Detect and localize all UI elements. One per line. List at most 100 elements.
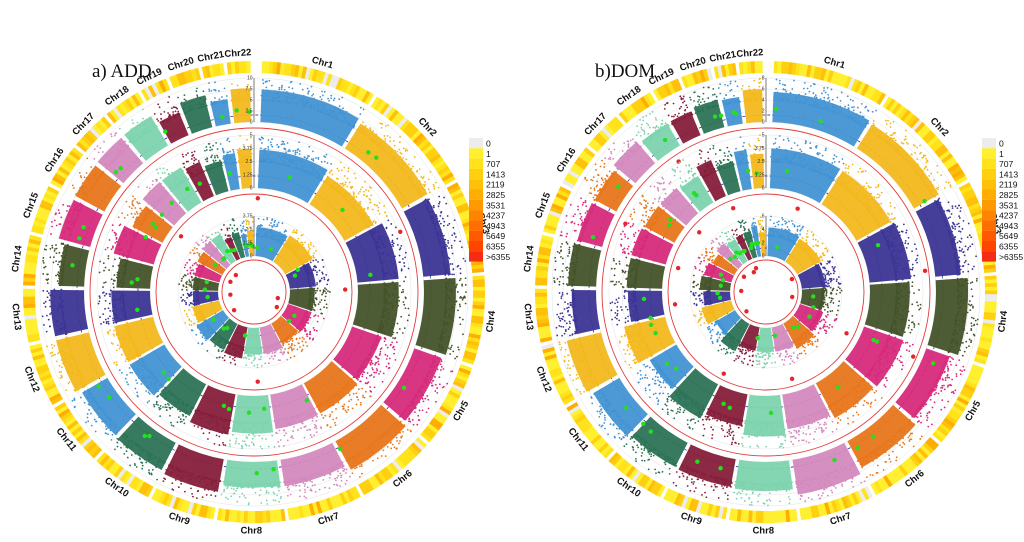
density-cell xyxy=(304,67,312,80)
snp-point xyxy=(221,432,223,435)
snp-point xyxy=(282,163,285,166)
snp-point xyxy=(449,317,452,320)
snp-point xyxy=(245,421,248,424)
snp-point xyxy=(310,107,313,109)
density-cell xyxy=(194,67,202,81)
snp-point xyxy=(446,282,449,284)
snp-point xyxy=(193,476,196,479)
snp-point xyxy=(331,186,334,189)
snp-point xyxy=(151,124,154,126)
snp-point xyxy=(419,194,422,197)
snp-point xyxy=(263,152,266,155)
snp-point xyxy=(275,93,278,95)
snp-point xyxy=(371,443,374,446)
snp-point xyxy=(458,316,461,319)
snp-point xyxy=(286,486,289,489)
snp-point xyxy=(120,318,123,321)
snp-point xyxy=(384,344,387,346)
density-cell xyxy=(161,492,171,506)
snp-point xyxy=(360,131,363,134)
snp-point xyxy=(329,396,332,399)
snp-point xyxy=(375,336,378,339)
snp-point xyxy=(202,432,205,435)
snp-point xyxy=(137,352,140,355)
snp-point xyxy=(340,193,343,196)
snp-point xyxy=(357,452,359,455)
snp-point xyxy=(431,379,434,382)
chromosome-band xyxy=(82,377,136,436)
snp-point xyxy=(346,191,348,194)
snp-point xyxy=(424,397,427,400)
snp-point xyxy=(274,100,276,103)
snp-point xyxy=(85,172,88,174)
snp-point xyxy=(104,300,107,302)
snp-point xyxy=(389,151,392,154)
density-cell xyxy=(224,509,230,522)
snp-point xyxy=(279,439,282,441)
snp-point xyxy=(183,98,186,101)
snp-point xyxy=(331,173,334,176)
snp-point xyxy=(288,160,291,163)
density-cell xyxy=(162,78,171,92)
snp-point xyxy=(446,288,449,291)
snp-point xyxy=(64,249,67,251)
snp-point xyxy=(114,298,117,301)
snp-point xyxy=(283,162,286,165)
snp-point xyxy=(282,420,284,423)
snp-point xyxy=(91,174,94,177)
snp-point xyxy=(73,204,76,207)
snp-point xyxy=(70,227,73,230)
snp-point xyxy=(374,242,377,245)
snp-point xyxy=(335,407,337,410)
snp-point xyxy=(287,417,289,420)
snp-point xyxy=(406,406,409,408)
snp-point xyxy=(383,246,386,249)
snp-point xyxy=(207,488,210,491)
snp-point xyxy=(451,263,454,265)
snp-point xyxy=(60,309,63,312)
snp-point xyxy=(268,99,271,102)
snp-point xyxy=(330,97,333,100)
snp-point xyxy=(201,496,204,498)
snp-point xyxy=(399,420,402,423)
snp-point xyxy=(315,419,318,422)
snp-point xyxy=(122,144,125,146)
snp-point xyxy=(272,100,275,102)
snp-point xyxy=(114,134,116,137)
snp-point xyxy=(164,478,167,481)
top-snp xyxy=(255,196,261,201)
snp-point xyxy=(168,114,171,117)
snp-point xyxy=(46,296,49,299)
snp-point xyxy=(218,431,221,433)
snp-point xyxy=(339,112,342,115)
snp-point xyxy=(323,160,326,163)
snp-point xyxy=(357,192,360,195)
snp-point xyxy=(216,486,219,488)
snp-point xyxy=(322,171,325,174)
density-cell xyxy=(304,504,312,517)
snp-point xyxy=(228,427,231,429)
snp-point xyxy=(334,107,337,110)
snp-point xyxy=(336,477,339,479)
snp-point xyxy=(384,138,386,140)
snp-point xyxy=(136,133,139,136)
snp-point xyxy=(353,207,356,210)
snp-point xyxy=(147,391,150,394)
density-cell xyxy=(466,340,480,347)
snp-point xyxy=(328,184,331,187)
snp-point xyxy=(177,486,180,489)
snp-point xyxy=(398,299,401,302)
snp-point xyxy=(300,161,303,163)
snp-point xyxy=(392,281,394,284)
snp-point xyxy=(124,360,127,363)
snp-point xyxy=(243,495,246,497)
snp-point xyxy=(210,484,213,487)
snp-point xyxy=(110,133,112,136)
snp-point xyxy=(369,128,372,131)
snp-point xyxy=(119,295,122,298)
snp-point xyxy=(49,247,52,250)
snp-point xyxy=(293,426,295,428)
snp-point xyxy=(217,417,220,419)
snp-point xyxy=(109,429,112,432)
snp-point xyxy=(360,210,363,213)
